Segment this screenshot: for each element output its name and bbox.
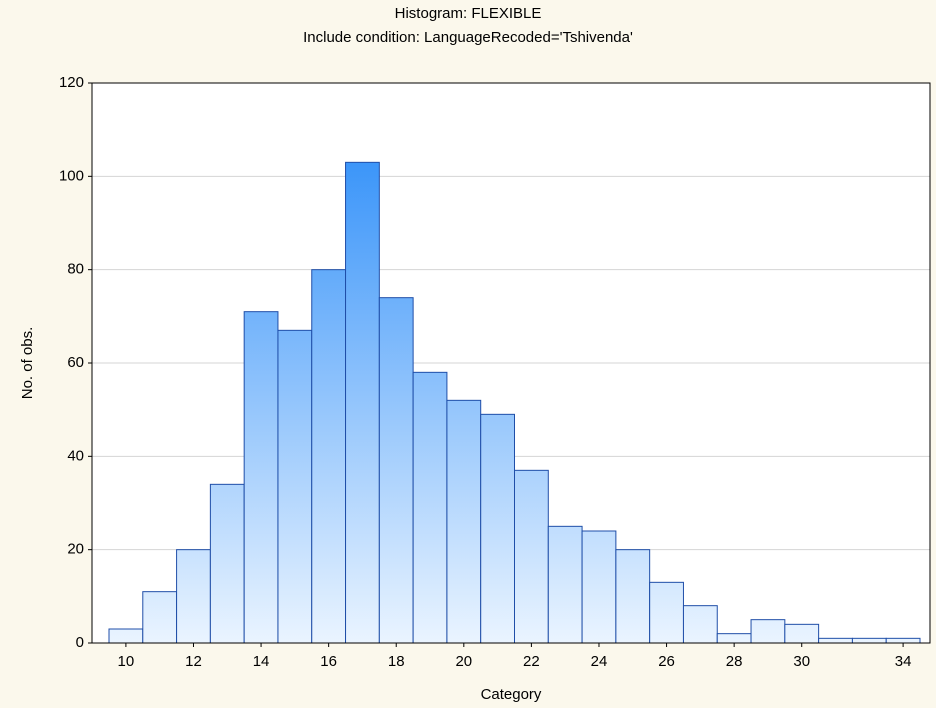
- x-tick-label: 10: [118, 653, 135, 670]
- x-tick-label: 34: [895, 653, 912, 670]
- x-axis-label: Category: [481, 686, 542, 703]
- bar: [682, 605, 718, 644]
- y-tick-label: 0: [76, 634, 84, 651]
- y-tick-label: 60: [67, 354, 84, 371]
- bar: [581, 530, 617, 644]
- bar: [311, 269, 347, 644]
- x-tick-label: 14: [253, 653, 270, 670]
- plot-frame: [91, 82, 931, 644]
- bar: [209, 483, 245, 644]
- chart-title: Histogram: FLEXIBLE: [395, 5, 542, 22]
- y-axis-label: No. of obs.: [19, 327, 36, 400]
- x-tick-label: 12: [185, 653, 202, 670]
- x-tick-label: 26: [658, 653, 675, 670]
- x-tick-label: 24: [591, 653, 608, 670]
- bar: [142, 591, 178, 644]
- y-tick-label: 120: [59, 74, 84, 91]
- x-tick-label: 16: [320, 653, 337, 670]
- x-tick-label: 22: [523, 653, 540, 670]
- y-tick-label: 100: [59, 167, 84, 184]
- bar: [176, 549, 211, 644]
- x-tick-label: 30: [793, 653, 810, 670]
- y-tick-label: 40: [67, 447, 84, 464]
- x-tick-label: 28: [726, 653, 743, 670]
- chart-subtitle: Include condition: LanguageRecoded='Tshi…: [303, 29, 633, 46]
- bar: [649, 581, 684, 644]
- bar: [750, 619, 786, 644]
- bar: [885, 637, 921, 644]
- bar: [345, 161, 380, 644]
- bar: [446, 399, 482, 644]
- bar: [615, 549, 651, 644]
- bar: [378, 297, 414, 644]
- bar: [547, 525, 583, 644]
- bar: [851, 637, 887, 644]
- bar: [412, 371, 448, 644]
- bar: [514, 469, 549, 644]
- bar: [108, 628, 144, 644]
- y-tick-label: 80: [67, 261, 84, 278]
- bar: [480, 413, 516, 644]
- y-tick-label: 20: [67, 541, 84, 558]
- bar: [277, 329, 313, 644]
- bar: [818, 637, 853, 644]
- x-tick-label: 18: [388, 653, 405, 670]
- x-tick-label: 20: [455, 653, 472, 670]
- bar: [784, 623, 820, 644]
- bar: [716, 633, 752, 644]
- bar: [243, 311, 279, 644]
